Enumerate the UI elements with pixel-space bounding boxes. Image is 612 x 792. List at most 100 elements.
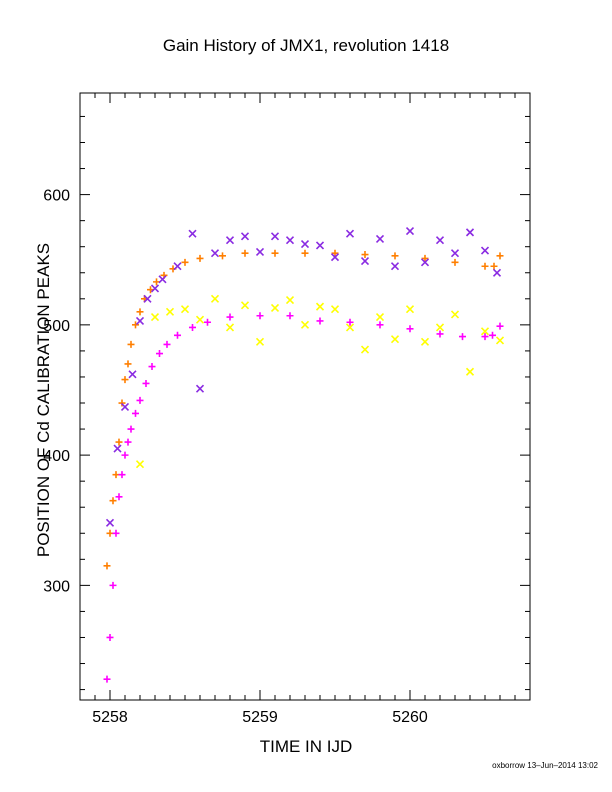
data-point: [121, 451, 129, 459]
data-point: [135, 316, 145, 326]
data-point: [480, 327, 490, 336]
data-point: [285, 296, 295, 305]
data-point: [225, 236, 235, 245]
data-point: [271, 249, 279, 257]
data-point: [345, 229, 355, 238]
data-point: [103, 675, 111, 683]
data-point: [496, 322, 504, 330]
data-point: [405, 227, 415, 236]
data-point: [128, 370, 137, 379]
data-point: [124, 360, 132, 368]
data-point: [346, 318, 354, 326]
data-point: [390, 262, 400, 271]
data-point: [391, 252, 399, 260]
data-point: [195, 315, 205, 324]
data-point: [148, 363, 156, 371]
data-point: [120, 402, 130, 411]
data-point: [405, 305, 415, 314]
y-tick-label: 500: [43, 318, 70, 335]
data-point: [121, 376, 129, 384]
data-point: [421, 254, 429, 262]
data-point: [406, 325, 414, 333]
chart-title: Gain History of JMX1, revolution 1418: [162, 36, 450, 55]
data-point: [158, 275, 167, 284]
data-point: [165, 307, 175, 316]
y-axis-label: POSITION OF Cd CALIBRATION PEAKS: [34, 242, 53, 558]
data-point: [210, 294, 220, 303]
data-point: [181, 258, 189, 266]
data-point: [135, 460, 145, 469]
data-point: [240, 301, 250, 310]
data-point: [492, 268, 502, 277]
data-point: [480, 246, 490, 255]
data-point: [286, 312, 294, 320]
data-point: [204, 318, 211, 326]
data-point: [390, 335, 400, 344]
data-point: [270, 303, 280, 312]
data-point: [450, 310, 460, 319]
data-point: [124, 438, 132, 446]
data-point: [136, 396, 144, 404]
data-point: [255, 247, 265, 256]
data-point: [301, 249, 309, 257]
x-axis-label: TIME IN IJD: [259, 737, 353, 756]
x-tick-label: 5258: [92, 709, 128, 726]
data-point: [465, 228, 475, 237]
data-point: [240, 232, 250, 241]
data-point: [315, 241, 325, 250]
data-point: [180, 305, 190, 314]
data-point: [330, 305, 340, 314]
data-point: [435, 236, 445, 245]
axes: [79, 92, 531, 701]
data-point: [225, 323, 235, 332]
series-1: [103, 312, 504, 683]
data-point: [188, 229, 197, 238]
data-point: [109, 497, 117, 505]
data-point: [465, 367, 475, 376]
data-point: [150, 312, 160, 322]
data-point: [436, 330, 444, 338]
data-point: [459, 333, 466, 341]
tick-labels: 5258 5259 5260 300 400 500 600: [43, 188, 428, 726]
y-tick-label: 300: [43, 578, 70, 595]
data-point: [315, 302, 325, 311]
data-point: [112, 529, 120, 537]
data-point: [210, 249, 220, 258]
data-point: [127, 425, 135, 433]
data-point: [495, 336, 505, 345]
data-point: [330, 253, 340, 262]
data-point: [112, 471, 120, 479]
data-point: [115, 438, 123, 446]
data-point: [451, 258, 459, 266]
data-point: [106, 633, 114, 641]
data-point: [118, 471, 126, 479]
data-point: [360, 345, 370, 354]
data-point: [113, 444, 122, 453]
data-point: [450, 249, 460, 258]
data-point: [489, 331, 496, 339]
data-point: [375, 312, 385, 322]
data-point: [195, 384, 205, 393]
data-point: [481, 262, 489, 270]
x-tick-label: 5260: [392, 709, 428, 726]
data-point: [115, 493, 123, 501]
data-point: [109, 581, 117, 589]
data-point: [285, 236, 295, 245]
data-point: [300, 240, 310, 249]
series-2: [105, 227, 502, 527]
data-point: [360, 256, 370, 266]
data-point: [173, 262, 182, 271]
data-points: [103, 227, 505, 683]
data-point: [219, 252, 226, 260]
data-point: [345, 323, 355, 332]
data-point: [106, 529, 114, 537]
data-point: [420, 258, 430, 267]
data-point: [174, 331, 181, 339]
data-point: [226, 313, 234, 321]
data-point: [127, 340, 135, 348]
data-point: [255, 337, 265, 346]
data-point: [105, 518, 115, 527]
footer-credit: oxborrow 13–Jun–2014 13:02: [492, 761, 598, 770]
data-point: [241, 249, 249, 257]
